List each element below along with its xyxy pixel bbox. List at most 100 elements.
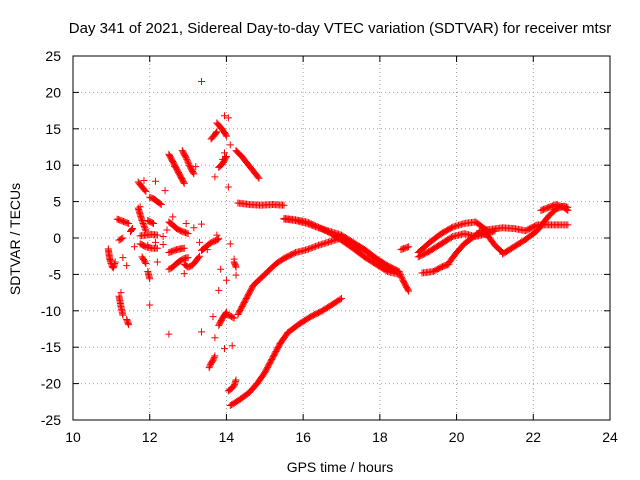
data-point — [264, 362, 272, 370]
data-point — [175, 226, 183, 234]
data-point — [522, 227, 530, 235]
data-point — [266, 358, 274, 366]
x-tick-label: 12 — [142, 429, 158, 445]
data-point — [183, 157, 191, 165]
data-point — [169, 213, 177, 221]
data-point — [189, 169, 197, 177]
data-point — [142, 259, 150, 267]
data-point — [214, 235, 222, 243]
data-point — [442, 227, 450, 235]
data-point — [321, 226, 329, 234]
data-point — [261, 367, 269, 375]
data-point — [281, 254, 289, 262]
data-point — [128, 226, 136, 234]
data-point — [563, 206, 571, 214]
data-point — [136, 203, 144, 211]
data-point — [180, 179, 188, 187]
data-point — [228, 342, 236, 350]
data-point — [141, 225, 149, 233]
data-point — [161, 187, 169, 195]
data-point — [180, 178, 188, 186]
data-point — [273, 345, 281, 353]
data-point — [151, 238, 159, 246]
data-point — [268, 354, 276, 362]
data-point — [437, 230, 445, 238]
data-marks — [104, 77, 572, 409]
data-point — [307, 313, 315, 321]
data-point — [280, 254, 288, 262]
data-point — [182, 219, 190, 227]
data-point — [111, 258, 119, 266]
data-point — [197, 77, 205, 85]
data-point — [285, 252, 293, 260]
data-point — [336, 295, 344, 303]
data-point — [123, 262, 131, 270]
data-point — [447, 224, 455, 232]
data-point — [197, 220, 205, 228]
data-point — [309, 311, 317, 319]
data-point — [436, 264, 444, 272]
x-tick-label: 14 — [219, 429, 235, 445]
data-point — [184, 230, 192, 238]
data-point — [190, 224, 198, 232]
data-point — [141, 242, 149, 250]
data-point — [317, 224, 325, 232]
data-point — [247, 285, 255, 293]
data-point — [398, 275, 406, 283]
data-point — [222, 152, 230, 160]
data-point — [234, 310, 242, 318]
data-point — [205, 364, 213, 372]
data-point — [140, 176, 148, 184]
data-point — [275, 342, 283, 350]
data-point — [213, 128, 221, 136]
data-point — [284, 252, 292, 260]
data-point — [203, 246, 211, 254]
data-point — [221, 345, 229, 353]
data-point — [211, 334, 219, 342]
data-point — [395, 267, 403, 275]
data-point — [219, 155, 227, 163]
data-point — [195, 253, 203, 261]
data-point — [423, 248, 431, 256]
data-point — [236, 306, 244, 314]
data-point — [128, 225, 136, 233]
data-point — [226, 401, 234, 409]
data-point — [318, 225, 326, 233]
data-point — [206, 239, 214, 247]
data-point — [313, 309, 321, 317]
data-point — [314, 223, 322, 231]
data-point — [178, 256, 186, 264]
data-point — [230, 314, 238, 322]
data-point — [153, 258, 161, 266]
data-point — [385, 262, 393, 270]
data-point — [316, 308, 324, 316]
data-point — [146, 275, 154, 283]
data-point — [159, 233, 167, 241]
data-point — [317, 307, 325, 315]
data-point — [264, 363, 272, 371]
data-point — [140, 222, 148, 230]
data-point — [205, 240, 213, 248]
data-point — [171, 163, 179, 171]
x-tick-label: 20 — [449, 429, 465, 445]
data-point — [197, 328, 205, 336]
data-point — [445, 225, 453, 233]
data-point — [217, 265, 225, 273]
data-point — [119, 311, 127, 319]
data-point — [142, 187, 150, 195]
data-point — [174, 225, 182, 233]
data-point — [244, 291, 252, 299]
data-point — [303, 246, 311, 254]
data-point — [211, 352, 219, 360]
y-tick-label: 10 — [45, 157, 61, 173]
data-point — [140, 221, 148, 229]
data-point — [215, 286, 223, 294]
data-point — [226, 141, 234, 149]
tick-labels: 10 12 14 16 18 20 22 24 -25 -20 -15 -10 -5 0 5 10 15 20 25 — [41, 48, 618, 445]
data-point — [119, 254, 127, 262]
data-point — [240, 299, 248, 307]
data-point — [209, 356, 217, 364]
data-point — [165, 330, 173, 338]
data-point — [239, 301, 247, 309]
data-point — [230, 255, 238, 263]
